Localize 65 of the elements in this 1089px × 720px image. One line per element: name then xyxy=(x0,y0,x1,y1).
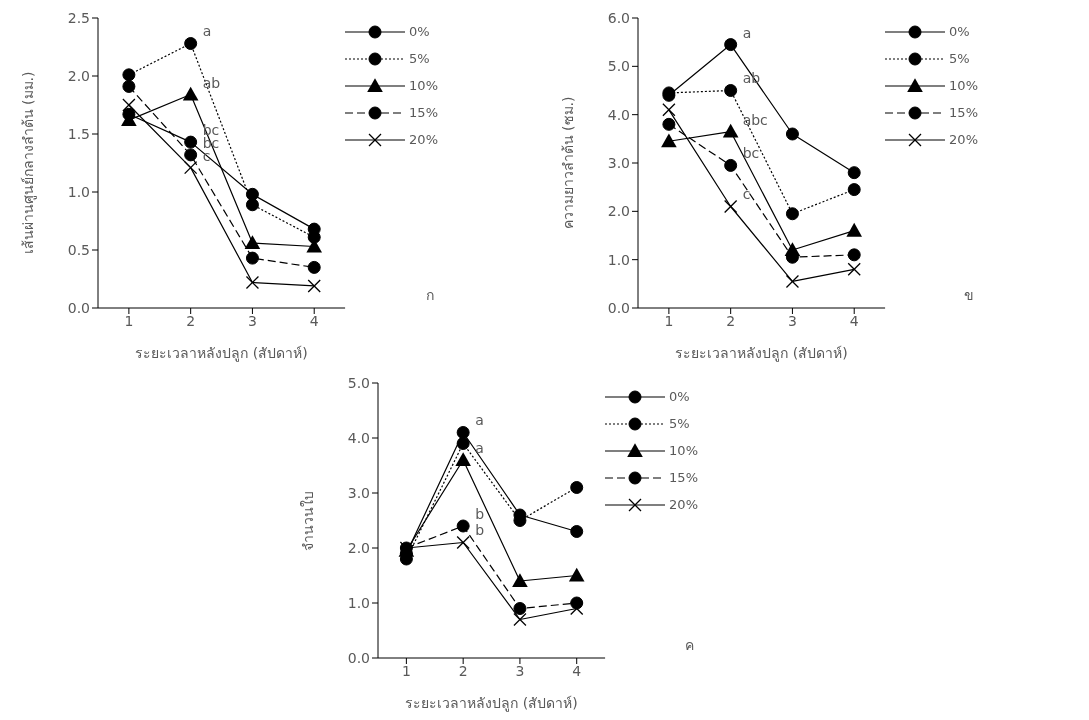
y-tick-label: 2.0 xyxy=(347,539,370,556)
legend-label: 5% xyxy=(949,51,970,66)
annotation: c xyxy=(742,186,751,203)
x-tick-label: 4 xyxy=(572,662,582,679)
legend-label: 10% xyxy=(409,78,438,93)
y-axis-title: จำนวนใบ xyxy=(299,490,316,551)
legend-label: 20% xyxy=(949,132,978,147)
legend-label: 0% xyxy=(949,24,970,39)
legend-label: 5% xyxy=(669,416,690,431)
x-axis-title: ระยะเวลาหลังปลูก (สัปดาห์) xyxy=(405,695,578,712)
y-tick-label: 4.0 xyxy=(607,106,630,123)
legend-label: 10% xyxy=(669,443,698,458)
y-tick-label: 0.0 xyxy=(67,299,90,316)
text: ข xyxy=(964,286,974,305)
legend-label: 5% xyxy=(409,51,430,66)
y-tick-label: 0.0 xyxy=(607,299,630,316)
legend-label: 20% xyxy=(669,497,698,512)
x-tick-label: 1 xyxy=(664,312,674,329)
annotation: a xyxy=(475,412,484,429)
annotation: b xyxy=(475,505,485,522)
x-tick-label: 3 xyxy=(787,312,797,329)
legend-label: 0% xyxy=(669,389,690,404)
y-tick-label: 2.0 xyxy=(607,203,630,220)
annotation: bc xyxy=(742,145,760,162)
annotation: a xyxy=(202,23,212,40)
y-tick-label: 3.0 xyxy=(607,154,630,171)
y-tick-label: 1.0 xyxy=(607,251,630,268)
text: ก xyxy=(426,286,434,305)
x-tick-label: 4 xyxy=(309,312,319,329)
x-tick-label: 2 xyxy=(186,312,196,329)
y-tick-label: 4.0 xyxy=(347,429,370,446)
annotation: abc xyxy=(742,111,768,128)
x-tick-label: 3 xyxy=(247,312,257,329)
annotation: b xyxy=(475,522,485,539)
y-tick-label: 0.0 xyxy=(347,649,370,666)
x-tick-label: 2 xyxy=(458,662,468,679)
y-tick-label: 2.0 xyxy=(67,67,90,84)
legend-label: 15% xyxy=(409,105,438,120)
x-axis-title: ระยะเวลาหลังปลูก (สัปดาห์) xyxy=(135,345,308,362)
x-tick-label: 3 xyxy=(515,662,525,679)
y-tick-label: 5.0 xyxy=(347,374,370,391)
x-tick-label: 4 xyxy=(849,312,859,329)
y-tick-label: 1.0 xyxy=(67,183,90,200)
legend-label: 15% xyxy=(669,470,698,485)
annotation: a xyxy=(742,24,752,41)
x-tick-label: 1 xyxy=(401,662,411,679)
y-tick-label: 2.5 xyxy=(67,9,90,26)
x-tick-label: 1 xyxy=(124,312,134,329)
y-tick-label: 6.0 xyxy=(607,9,630,26)
annotation: ab xyxy=(202,74,221,91)
y-tick-label: 3.0 xyxy=(347,484,370,501)
x-tick-label: 2 xyxy=(726,312,736,329)
y-axis-title: ความยาวลำต้น (ซม.) xyxy=(559,96,576,230)
y-axis-title: เส้นผ่านศูนย์กลางลำต้น (มม.) xyxy=(19,71,37,255)
legend-label: 10% xyxy=(949,78,978,93)
legend-label: 20% xyxy=(409,132,438,147)
y-tick-label: 0.5 xyxy=(67,241,90,258)
y-tick-label: 1.5 xyxy=(67,125,90,142)
legend-label: 15% xyxy=(949,105,978,120)
y-tick-label: 5.0 xyxy=(607,58,630,75)
annotation: a xyxy=(475,439,484,456)
y-tick-label: 1.0 xyxy=(347,594,370,611)
text: ค xyxy=(685,636,694,655)
x-axis-title: ระยะเวลาหลังปลูก (สัปดาห์) xyxy=(675,345,848,362)
legend-label: 0% xyxy=(409,24,430,39)
